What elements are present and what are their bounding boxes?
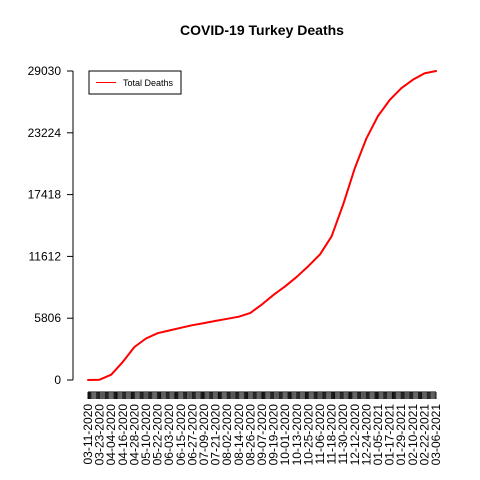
x-axis: 03-11-202003-23-202004-04-202004-16-2020… (81, 391, 443, 466)
x-tick-label: 10-01-2020 (278, 404, 292, 466)
legend-box (88, 70, 182, 95)
x-tick-label: 04-04-2020 (104, 404, 118, 466)
x-tick-label: 08-02-2020 (220, 404, 234, 466)
x-tick-label: 11-30-2020 (336, 404, 350, 465)
y-axis: 0 5806 11612 17418 23224 29030 (28, 64, 74, 387)
x-tick-label: 08-26-2020 (243, 404, 257, 466)
x-tick-label: 06-03-2020 (162, 404, 176, 466)
x-tick-label: 02-10-2021 (406, 404, 420, 466)
x-tick-label: 08-14-2020 (232, 404, 246, 466)
x-tick-label: 12-12-2020 (348, 404, 362, 466)
legend: Total Deaths (88, 70, 182, 95)
x-tick-label: 10-13-2020 (290, 404, 304, 466)
y-tick-label: 11612 (29, 249, 62, 263)
y-tick-label: 29030 (28, 64, 62, 78)
x-tick-label: 03-06-2021 (429, 404, 443, 466)
x-tick-label: 02-22-2021 (417, 404, 431, 466)
x-tick-label: 01-05-2021 (371, 404, 385, 466)
x-tick-label: 05-22-2020 (151, 404, 165, 466)
x-tick-label: 01-17-2021 (383, 404, 397, 466)
series-line-total-deaths (87, 70, 437, 381)
series-layer (87, 70, 437, 381)
x-tick-label: 05-10-2020 (139, 404, 153, 466)
x-tick-label: 04-28-2020 (127, 404, 141, 466)
x-tick-label: 03-11-2020 (81, 404, 95, 465)
y-tick-label: 17418 (28, 188, 62, 202)
x-tick-label: 09-19-2020 (267, 404, 281, 466)
x-tick-label: 01-29-2021 (394, 404, 408, 466)
x-tick-label: 06-27-2020 (185, 404, 199, 466)
x-tick-label: 06-15-2020 (174, 404, 188, 466)
x-tick-label: 11-18-2020 (325, 404, 339, 465)
x-tick-label: 04-16-2020 (116, 404, 130, 466)
x-tick-label: 11-06-2020 (313, 404, 327, 465)
legend-label-total-deaths: Total Deaths (123, 78, 174, 88)
y-tick-label: 0 (54, 373, 61, 387)
y-tick-label: 5806 (34, 311, 61, 325)
x-tick-label: 09-07-2020 (255, 404, 269, 466)
x-tick-label: 03-23-2020 (93, 404, 107, 466)
x-tick-label: 07-21-2020 (209, 404, 223, 466)
x-tick-label: 07-09-2020 (197, 404, 211, 466)
x-tick-label: 12-24-2020 (359, 404, 373, 466)
chart-title: COVID-19 Turkey Deaths (180, 22, 344, 38)
y-tick-label: 23224 (28, 126, 62, 140)
x-tick-label: 10-25-2020 (301, 404, 315, 466)
